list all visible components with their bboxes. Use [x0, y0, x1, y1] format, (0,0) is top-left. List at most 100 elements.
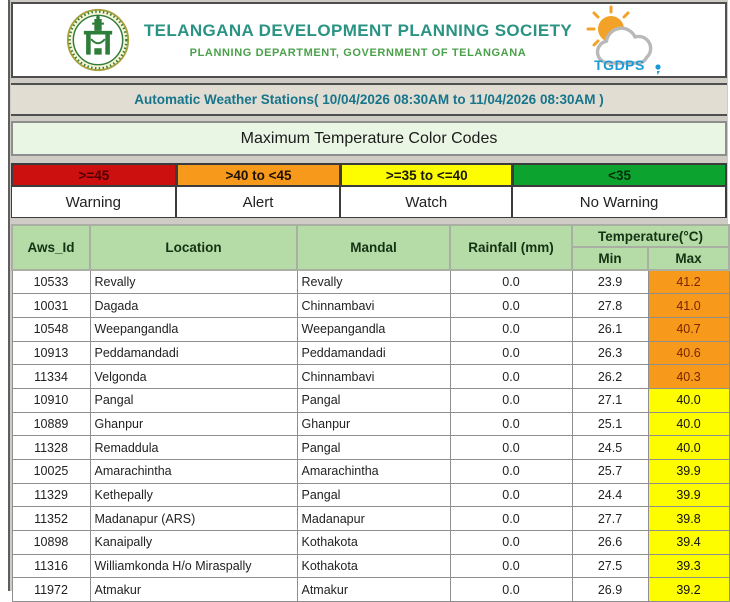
header-titles: TELANGANA DEVELOPMENT PLANNING SOCIETY P… [144, 21, 572, 59]
rainfall-cell: 0.0 [449, 269, 573, 295]
mandal-cell: Kothakota [296, 553, 451, 579]
table-row: 11329 Kethepally Pangal 0.0 24.4 39.9 [11, 482, 730, 508]
aws-id-cell: 11972 [11, 577, 91, 602]
weather-logo: TGDPS [586, 5, 672, 75]
min-temp-cell: 25.7 [571, 459, 649, 484]
legend-label-no-warning: No Warning [512, 187, 727, 218]
max-temp-cell: 39.8 [647, 506, 730, 532]
mandal-cell: Ghanpur [296, 411, 451, 437]
aws-id-cell: 10025 [11, 459, 91, 484]
color-codes-title-bar: Maximum Temperature Color Codes [11, 121, 727, 156]
min-temp-cell: 26.9 [571, 577, 649, 602]
aws-id-cell: 11334 [11, 364, 91, 389]
rainfall-cell: 0.0 [449, 506, 573, 532]
location-cell: Weepangandla [89, 316, 298, 342]
sun-cloud-icon [586, 5, 661, 75]
location-cell: Atmakur [89, 577, 298, 602]
col-temp-min: Min [571, 246, 649, 271]
min-temp-cell: 25.1 [571, 411, 649, 437]
mandal-cell: Chinnambavi [296, 364, 451, 389]
legend-range-no-warning: <35 [512, 163, 727, 187]
max-temp-cell: 39.9 [647, 482, 730, 508]
max-temp-cell: 40.6 [647, 340, 730, 366]
legend-range-warning: >=45 [11, 163, 176, 187]
col-temperature-group: Temperature(°C) [570, 224, 730, 248]
min-temp-cell: 27.7 [571, 506, 649, 532]
location-cell: Amarachintha [89, 459, 298, 484]
aws-id-cell: 10548 [11, 316, 91, 342]
location-cell: Velgonda [89, 364, 298, 389]
rainfall-cell: 0.0 [449, 411, 573, 437]
max-temp-cell: 40.0 [647, 411, 730, 437]
report-period-bar: Automatic Weather Stations( 10/04/2026 0… [11, 83, 727, 116]
mandal-cell: Revally [296, 269, 451, 295]
rainfall-cell: 0.0 [449, 340, 573, 366]
col-temp-max: Max [646, 246, 730, 271]
mandal-cell: Madanapur [296, 506, 451, 532]
col-mandal: Mandal [296, 224, 451, 271]
min-temp-cell: 26.3 [571, 340, 649, 366]
mandal-cell: Kothakota [296, 530, 451, 555]
max-temp-cell: 40.3 [647, 364, 730, 389]
min-temp-cell: 26.2 [571, 364, 649, 389]
aws-table-header: Aws_Id Location Mandal Rainfall (mm) Tem… [11, 224, 730, 271]
table-row: 10031 Dagada Chinnambavi 0.0 27.8 41.0 [11, 293, 730, 318]
mandal-cell: Pangal [296, 387, 451, 413]
table-row: 11352 Madanapur (ARS) Madanapur 0.0 27.7 39.8 [11, 506, 730, 532]
min-temp-cell: 27.1 [571, 387, 649, 413]
max-temp-cell: 39.4 [647, 530, 730, 555]
table-row: 11972 Atmakur Atmakur 0.0 26.9 39.2 [11, 577, 730, 602]
max-temp-cell: 41.0 [647, 293, 730, 318]
page-subtitle: PLANNING DEPARTMENT, GOVERNMENT OF TELAN… [189, 47, 527, 59]
min-temp-cell: 26.1 [571, 316, 649, 342]
aws-id-cell: 10031 [11, 293, 91, 318]
rainfall-cell: 0.0 [449, 577, 573, 602]
min-temp-cell: 27.8 [571, 293, 649, 318]
location-cell: Kethepally [89, 482, 298, 508]
aws-id-cell: 10889 [11, 411, 91, 437]
table-row: 10533 Revally Revally 0.0 23.9 41.2 [11, 269, 730, 295]
legend-range-watch: >=35 to <=40 [340, 163, 513, 187]
rainfall-cell: 0.0 [449, 530, 573, 555]
location-cell: Ghanpur [89, 411, 298, 437]
page: TELANGANA DEVELOPMENT PLANNING SOCIETY P… [8, 0, 730, 602]
max-temp-cell: 39.9 [647, 459, 730, 484]
legend-range-alert: >40 to <45 [175, 163, 341, 187]
max-temp-cell: 40.0 [647, 387, 730, 413]
page-title: TELANGANA DEVELOPMENT PLANNING SOCIETY [143, 21, 573, 40]
min-temp-cell: 26.6 [571, 530, 649, 555]
table-row: 10889 Ghanpur Ghanpur 0.0 25.1 40.0 [11, 411, 730, 437]
aws-id-cell: 10913 [11, 340, 91, 366]
mandal-cell: Amarachintha [296, 459, 451, 484]
col-location: Location [89, 224, 298, 271]
location-cell: Dagada [89, 293, 298, 318]
table-row: 10025 Amarachintha Amarachintha 0.0 25.7 39.9 [11, 459, 730, 484]
max-temp-cell: 41.2 [647, 269, 730, 295]
table-row: 11316 Williamkonda H/o Miraspally Kothakot… [11, 553, 730, 579]
legend-label-watch: Watch [340, 187, 513, 218]
aws-id-cell: 11316 [11, 553, 91, 579]
min-temp-cell: 24.5 [571, 435, 649, 460]
telangana-emblem-icon [66, 8, 129, 72]
max-temp-cell: 39.3 [647, 553, 730, 579]
rainfall-cell: 0.0 [449, 293, 573, 318]
col-aws-id: Aws_Id [11, 224, 91, 271]
aws-table: Aws_Id Location Mandal Rainfall (mm) Tem… [11, 224, 730, 602]
aws-id-cell: 10898 [11, 530, 91, 555]
mandal-cell: Weepangandla [296, 316, 451, 342]
min-temp-cell: 23.9 [571, 269, 649, 295]
table-row: 10913 Peddamandadi Peddamandadi 0.0 26.3 40.6 [11, 340, 730, 366]
legend-label-warning: Warning [11, 187, 176, 218]
aws-id-cell: 10910 [11, 387, 91, 413]
min-temp-cell: 24.4 [571, 482, 649, 508]
rainfall-cell: 0.0 [449, 316, 573, 342]
legend-label-alert: Alert [175, 187, 341, 218]
legend-ranges-row: >=45 >40 to <45 >=35 to <=40 <35 [11, 163, 727, 187]
rainfall-cell: 0.0 [449, 482, 573, 508]
mandal-cell: Pangal [296, 482, 451, 508]
aws-id-cell: 11352 [11, 506, 91, 532]
rainfall-cell: 0.0 [449, 364, 573, 389]
aws-id-cell: 11328 [11, 435, 91, 460]
min-temp-cell: 27.5 [571, 553, 649, 579]
mandal-cell: Pangal [296, 435, 451, 460]
